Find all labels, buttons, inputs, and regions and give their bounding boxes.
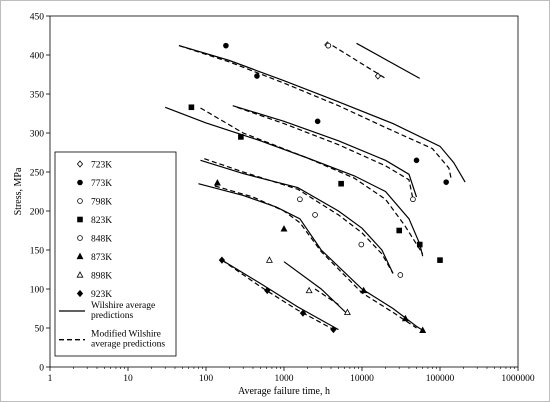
data-point-873K <box>419 326 427 333</box>
y-tick-label: 300 <box>30 130 45 140</box>
data-point-848K <box>397 272 404 278</box>
modified-wilshire-curve <box>314 288 339 306</box>
data-point-848K <box>312 212 318 218</box>
data-point-823K <box>396 227 403 234</box>
wilshire-curve <box>200 159 394 274</box>
legend-label-773K: 773K <box>91 179 112 189</box>
data-point-773K <box>413 157 420 164</box>
data-point-823K <box>338 180 344 187</box>
legend-marker-873K <box>76 252 84 260</box>
data-point-773K <box>314 118 321 125</box>
modified-wilshire-curve <box>204 158 394 274</box>
modified-wilshire-curve <box>178 45 452 180</box>
y-tick-label: 50 <box>35 325 45 335</box>
legend-marker-848K <box>77 235 83 241</box>
data-point-923K <box>299 309 307 317</box>
x-axis-label: Average failure time, h <box>238 386 330 397</box>
legend-curve-label: average predictions <box>91 340 165 350</box>
legend-label-723K: 723K <box>91 161 112 171</box>
chart-axes: 1 10 100 1000 10000 100000 1000000 0 50 100 150 200… <box>30 13 535 385</box>
modified-wilshire-curve <box>221 259 336 331</box>
legend-curve-label: Wilshire average <box>91 301 155 311</box>
legend-label-798K: 798K <box>91 198 112 208</box>
data-point-898K <box>305 286 313 294</box>
legend-marker-773K <box>77 179 83 186</box>
wilshire-curve <box>178 45 466 183</box>
legend-label-848K: 848K <box>91 235 112 245</box>
legend-label-898K: 898K <box>91 272 112 282</box>
wilshire-curve <box>232 105 418 198</box>
data-point-898K <box>265 256 273 263</box>
data-point-848K <box>297 196 303 203</box>
data-point-923K <box>218 256 226 264</box>
wilshire-curve <box>356 42 420 79</box>
data-point-773K <box>254 73 260 79</box>
data-point-873K <box>360 286 368 294</box>
data-point-848K <box>358 241 365 248</box>
data-point-873K <box>213 179 221 186</box>
legend-label-923K: 923K <box>91 290 112 300</box>
wilshire-curve <box>164 106 424 257</box>
y-tick-label: 350 <box>30 91 45 101</box>
data-point-798K <box>325 42 332 49</box>
data-point-873K <box>280 225 288 232</box>
legend-label-873K: 873K <box>91 253 112 263</box>
modified-wilshire-curve <box>214 185 417 329</box>
data-point-923K <box>264 286 271 295</box>
legend-label-823K: 823K <box>91 216 112 226</box>
data-point-873K <box>401 314 409 322</box>
legend-box <box>54 151 177 357</box>
legend-curve-label: Modified Wilshire <box>91 329 161 340</box>
data-points <box>188 41 449 334</box>
data-point-798K <box>410 196 416 203</box>
x-tick-label: 100 <box>199 374 214 384</box>
prediction-curves <box>164 42 466 331</box>
x-tick-label: 100000 <box>426 374 455 384</box>
legend-marker-898K <box>76 271 84 278</box>
data-point-823K <box>437 257 443 263</box>
y-tick-label: 400 <box>30 52 45 62</box>
modified-wilshire-curve <box>332 45 386 79</box>
x-tick-label: 1000 <box>275 374 294 384</box>
wilshire-curve <box>283 261 348 315</box>
data-point-898K <box>343 308 351 316</box>
data-point-923K <box>330 325 337 334</box>
data-point-773K <box>223 42 229 49</box>
legend-curve-label: predictions <box>91 311 134 321</box>
y-tick-label: 450 <box>30 13 45 23</box>
wilshire-curve <box>221 259 339 331</box>
modified-wilshire-curve <box>236 106 414 200</box>
legend: 723K 773K 798K 823K 848K 873K 898K 923KWilshire… <box>54 151 177 357</box>
modified-wilshire-curve <box>200 107 424 255</box>
legend-marker-823K <box>77 216 83 223</box>
data-point-823K <box>416 241 423 248</box>
y-tick-label: 200 <box>30 208 45 218</box>
legend-marker-723K <box>76 160 84 168</box>
y-tick-label: 150 <box>30 247 45 257</box>
y-tick-label: 250 <box>30 169 45 179</box>
x-tick-label: 10000 <box>350 374 374 384</box>
legend-marker-923K <box>76 289 84 298</box>
x-tick-label: 1000000 <box>501 374 535 384</box>
y-axis-label: Stress, MPa <box>13 167 24 215</box>
y-tick-label: 100 <box>30 286 45 296</box>
data-point-773K <box>443 179 449 185</box>
data-point-823K <box>238 134 244 140</box>
legend-marker-798K <box>77 198 83 204</box>
x-tick-label: 10 <box>123 374 133 384</box>
data-point-823K <box>188 104 195 111</box>
y-tick-label: 0 <box>39 364 44 374</box>
x-tick-label: 1 <box>48 374 53 384</box>
data-point-723K <box>374 72 382 80</box>
wilshire-curve <box>198 183 424 331</box>
